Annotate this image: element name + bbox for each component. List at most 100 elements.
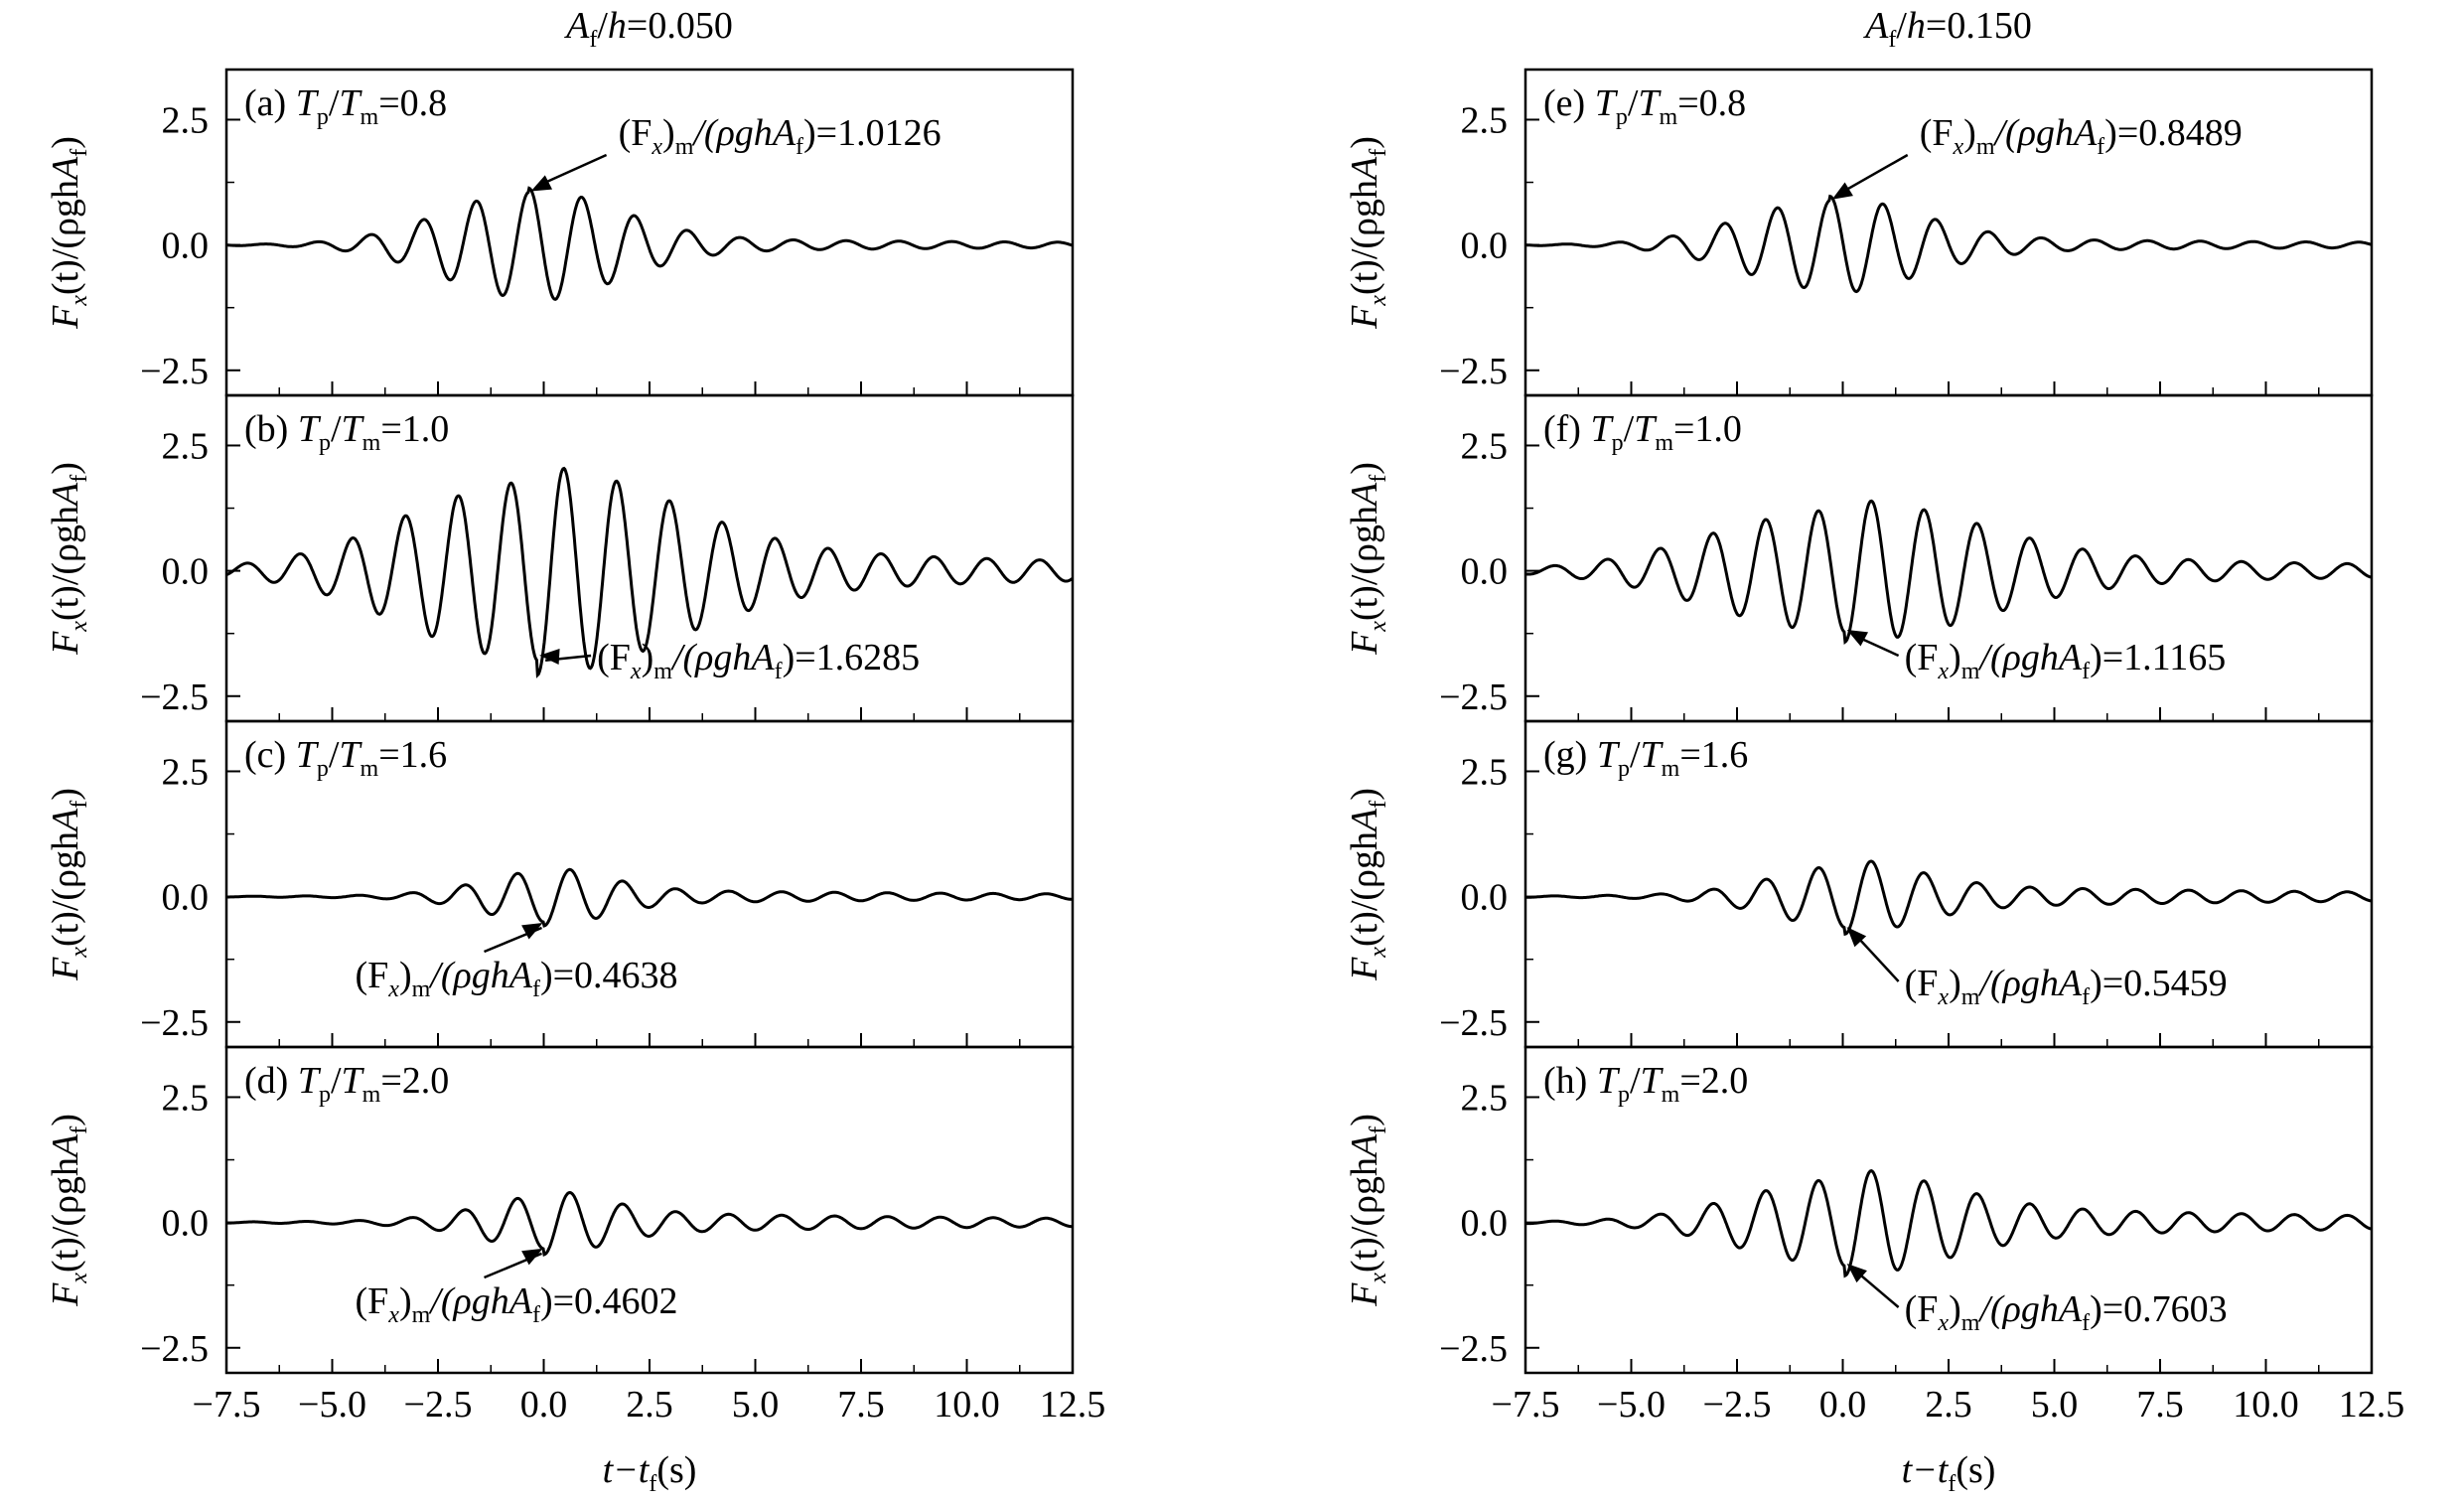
text-run: m [362, 430, 381, 456]
text-run: / [1630, 1060, 1641, 1102]
text-run: t−t [603, 1449, 651, 1491]
text-run: A [507, 955, 533, 996]
text-run: m [361, 756, 379, 782]
peak-annotation: (Fx)m/(ρghAf)=0.8489 [1920, 112, 2243, 160]
text-run: ) [642, 637, 654, 678]
text-run: f [1366, 475, 1391, 483]
x-tick-label: −5.0 [1597, 1384, 1666, 1426]
text-run: m [653, 659, 672, 684]
text-run: x [1366, 295, 1391, 307]
text-run: F [45, 305, 86, 330]
text-run: (t)/(ρgh [45, 180, 86, 295]
text-run: / [331, 408, 342, 450]
text-run: p [317, 756, 329, 782]
text-run: x [67, 947, 92, 959]
text-run: (d) [244, 1060, 298, 1102]
text-run: f [1366, 149, 1391, 157]
force-series-line [225, 186, 1074, 301]
text-run: f [67, 801, 92, 809]
x-tick-label: 5.0 [2031, 1384, 2079, 1426]
text-run: x [1953, 134, 1964, 160]
text-run: A [748, 637, 775, 678]
peak-annotation: (Fx)m/(ρghAf)=0.5459 [1905, 963, 2228, 1010]
arrow-head [530, 175, 553, 192]
text-run: x [1937, 1310, 1949, 1336]
text-run: )=0.8489 [2104, 112, 2243, 154]
y-tick-label: 0.0 [162, 551, 210, 593]
text-run: ) [45, 136, 86, 149]
text-run: /(ρgh [428, 1280, 508, 1322]
text-run: /(ρgh [1977, 1288, 2058, 1330]
y-tick-label: 2.5 [1461, 99, 1509, 141]
text-run: (s) [1956, 1449, 1995, 1491]
peak-annotation: (Fx)m/(ρghAf)=1.6285 [597, 637, 920, 684]
y-tick-label: −2.5 [1439, 1002, 1508, 1044]
panel-e: 2.50.0−2.5Fx(t)/(ρghAf)(e) Tp/Tm=0.8(Fx)… [1344, 68, 2374, 397]
text-run: /(ρgh [1993, 112, 2074, 154]
column-title: Af/h=0.150 [1862, 5, 2032, 53]
y-tick-label: 0.0 [1461, 877, 1509, 919]
text-run: f [775, 659, 783, 684]
panel-label: (f) Tp/Tm=1.0 [1543, 408, 1742, 456]
y-tick-label: −2.5 [1439, 676, 1508, 718]
text-run: ) [1949, 1288, 1961, 1330]
peak-annotation: (Fx)m/(ρghAf)=1.0126 [619, 112, 942, 160]
x-tick-label: 0.0 [1819, 1384, 1867, 1426]
text-run: =0.150 [1926, 5, 2032, 47]
text-run: f [1888, 27, 1896, 53]
text-run: A [2056, 963, 2083, 1004]
x-axis-label: t−tf(s) [603, 1449, 697, 1497]
text-run: f [1366, 801, 1391, 809]
text-run: x [67, 295, 92, 307]
panel-label: (c) Tp/Tm=1.6 [244, 734, 447, 782]
text-run: / [1896, 5, 1907, 47]
x-tick-label: −5.0 [298, 1384, 366, 1426]
peak-annotation: (Fx)m/(ρghAf)=0.4602 [356, 1280, 678, 1328]
text-run: T [1597, 1060, 1621, 1102]
x-tick-label: 7.5 [2136, 1384, 2184, 1426]
y-tick-label: 2.5 [1461, 751, 1509, 793]
text-run: m [1662, 1082, 1680, 1108]
y-axis-label: Fx(t)/(ρghAf) [1344, 1114, 1391, 1307]
y-tick-label: −2.5 [140, 1002, 209, 1044]
text-run: m [1961, 984, 1980, 1010]
text-run: x [67, 1273, 92, 1284]
panel-h: 2.5 0.0 −2.5 −7.5 −5.0 −2.5 0.0 2.5 5.0 7.5 10.0 12… [1344, 1045, 2404, 1426]
text-run: /(ρgh [428, 955, 508, 996]
text-run: p [1618, 1082, 1630, 1108]
text-run: =1.0 [1673, 408, 1742, 450]
text-run: m [1662, 756, 1680, 782]
text-run: (a) [244, 82, 296, 124]
text-run: (F [356, 1280, 389, 1322]
text-run: ) [1344, 462, 1385, 475]
text-run: /(ρgh [670, 637, 751, 678]
text-run: )=0.5459 [2090, 963, 2228, 1004]
text-run: (t)/(ρgh [1344, 180, 1385, 295]
text-run: x [630, 659, 642, 684]
y-axis-label: Fx(t)/(ρghAf) [45, 1114, 92, 1307]
arrow-head [1846, 1263, 1867, 1283]
text-run: p [319, 430, 331, 456]
x-axis-label: t−tf(s) [1902, 1449, 1996, 1497]
y-tick-label: −2.5 [140, 1328, 209, 1370]
text-run: (F [356, 955, 389, 996]
text-run: / [329, 82, 340, 124]
force-series-line [1525, 859, 2373, 937]
panel-b: 2.50.0−2.5Fx(t)/(ρghAf)(b) Tp/Tm=1.0(Fx)… [45, 393, 1075, 723]
text-run: T [342, 1060, 365, 1102]
text-run: p [1616, 104, 1628, 130]
text-run: T [1634, 408, 1658, 450]
text-run: / [1624, 408, 1635, 450]
text-run: ) [45, 788, 86, 801]
text-run: A [563, 5, 590, 47]
text-run: /(ρgh [1977, 637, 2058, 678]
text-run: ) [662, 112, 675, 154]
text-run: (F [1905, 963, 1939, 1004]
panel-a: 2.50.0−2.5Fx(t)/(ρghAf)(a) Tp/Tm=0.8(Fx)… [45, 68, 1075, 397]
text-run: )=0.7603 [2090, 1288, 2228, 1330]
text-run: f [1366, 1126, 1391, 1134]
text-run: T [1641, 734, 1665, 776]
text-run: ) [1949, 963, 1961, 1004]
text-run: f [67, 475, 92, 483]
peak-annotation: (Fx)m/(ρghAf)=0.4638 [356, 955, 678, 1002]
